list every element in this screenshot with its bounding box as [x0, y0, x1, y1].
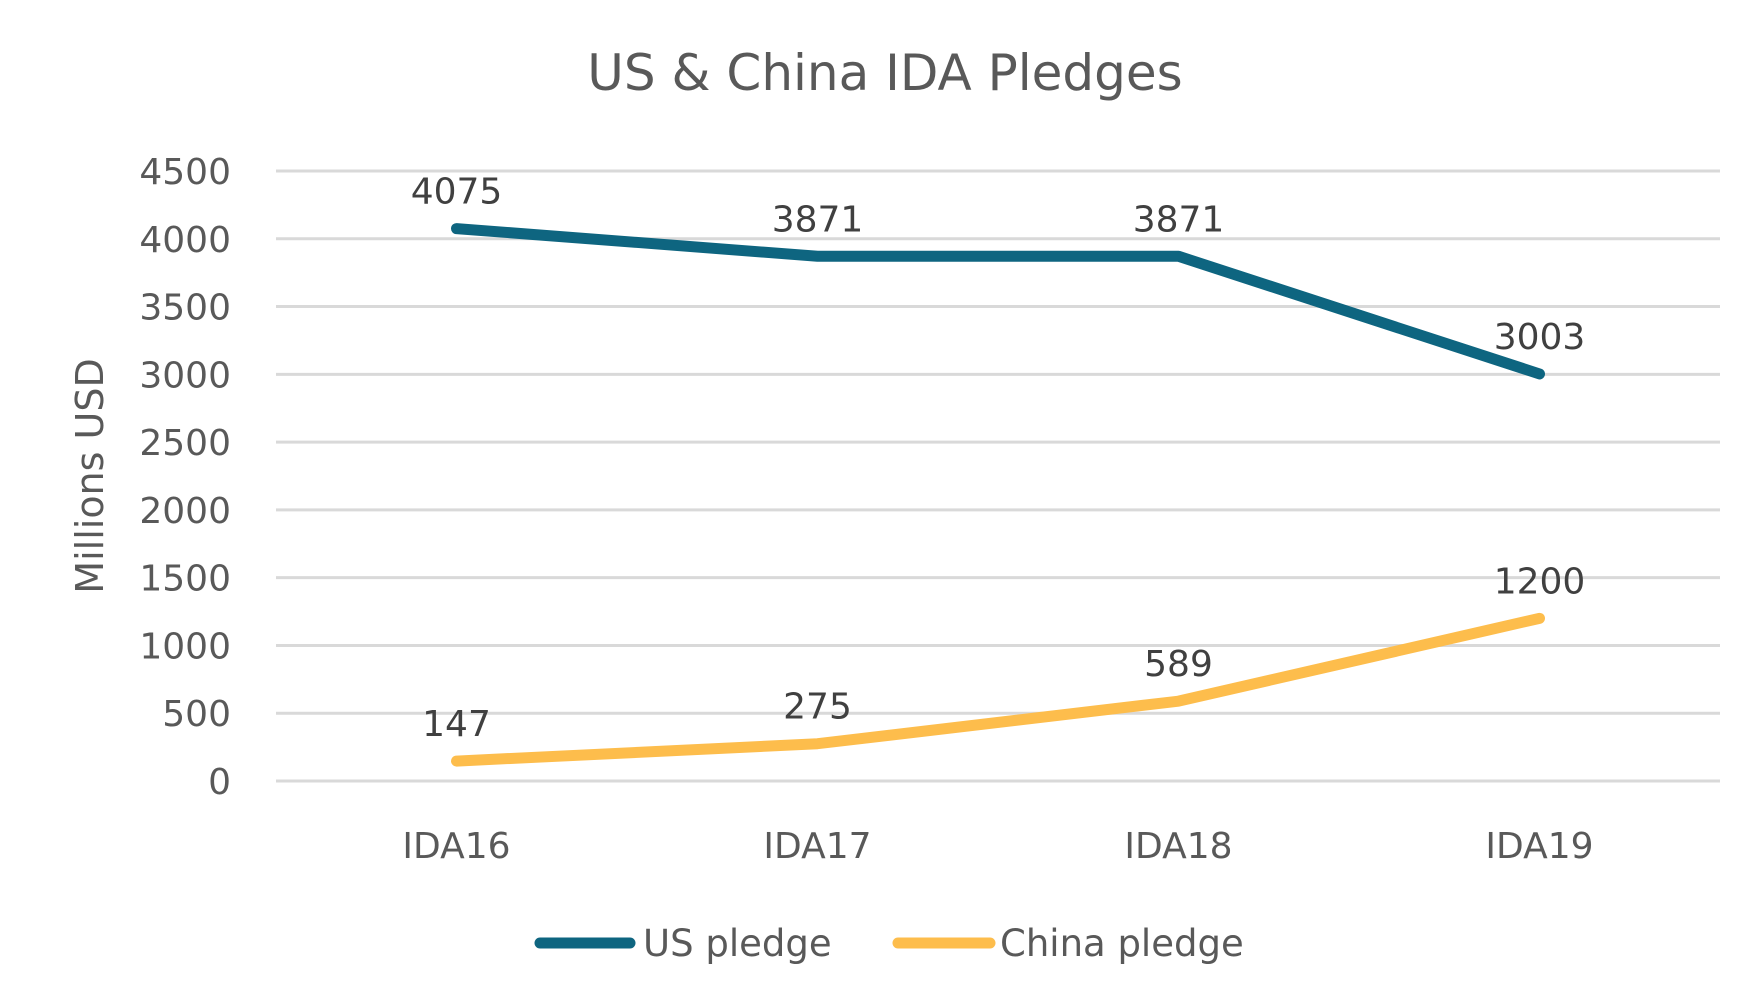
- data-label: 275: [783, 687, 852, 728]
- x-tick-label: IDA19: [1485, 826, 1593, 867]
- legend-label: US pledge: [643, 922, 832, 965]
- series-lines: [451, 223, 1545, 767]
- y-tick-label: 3500: [139, 288, 231, 329]
- series-line-us: [451, 223, 1545, 380]
- y-tick-label: 2000: [139, 491, 231, 532]
- data-label: 147: [422, 704, 491, 745]
- legend: US pledge China pledge: [534, 922, 1244, 965]
- data-labels: 4075 3871 3871 3003 147 275 589 1200: [411, 172, 1586, 745]
- y-axis-ticks: 0 500 1000 1500 2000 2500 3000 3500 4000 4500: [139, 152, 231, 803]
- y-tick-label: 2500: [139, 423, 231, 464]
- y-tick-label: 4000: [139, 220, 231, 261]
- series-line-china: [451, 612, 1545, 767]
- x-tick-label: IDA18: [1124, 826, 1232, 867]
- y-tick-label: 1000: [139, 626, 231, 667]
- y-tick-label: 3000: [139, 355, 231, 396]
- data-label: 3003: [1494, 317, 1586, 358]
- legend-label: China pledge: [1000, 922, 1244, 965]
- y-tick-label: 4500: [139, 152, 231, 193]
- data-label: 1200: [1494, 561, 1586, 602]
- y-tick-label: 0: [208, 762, 231, 803]
- x-tick-label: IDA16: [402, 826, 510, 867]
- x-tick-label: IDA17: [763, 826, 871, 867]
- y-axis-label: Millions USD: [68, 358, 112, 593]
- data-label: 589: [1144, 644, 1213, 685]
- x-axis-ticks: IDA16 IDA17 IDA18 IDA19: [402, 826, 1593, 867]
- chart-title: US & China IDA Pledges: [587, 44, 1182, 102]
- data-label: 3871: [1133, 199, 1225, 240]
- data-label: 4075: [411, 172, 503, 213]
- y-tick-label: 1500: [139, 559, 231, 600]
- data-label: 3871: [772, 199, 864, 240]
- y-tick-label: 500: [162, 694, 231, 735]
- gridlines: [276, 169, 1720, 783]
